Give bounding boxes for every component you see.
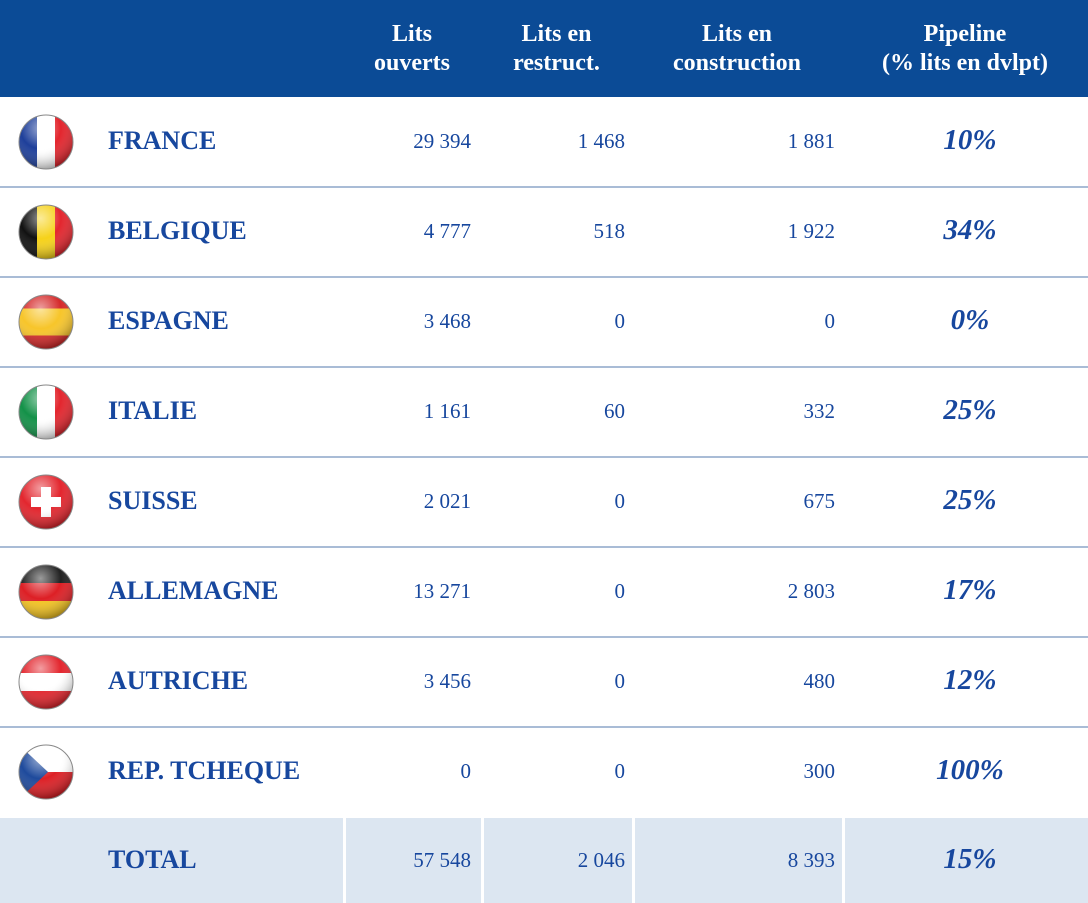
cell-value: 3 468 — [423, 309, 471, 333]
row-label: BELGIQUE — [108, 216, 247, 245]
cell-value: 518 — [593, 219, 626, 243]
row-separator — [0, 366, 1088, 368]
cell-value: 0 — [614, 579, 626, 603]
cell-value: 1 881 — [787, 129, 835, 153]
cell-value: 0 — [614, 309, 626, 333]
pipeline-value: 10% — [943, 124, 997, 156]
row-label: FRANCE — [108, 126, 217, 155]
header-line: Lits en — [701, 21, 772, 47]
row-separator — [0, 456, 1088, 458]
pipeline-value: 17% — [943, 574, 997, 606]
row-label: ALLEMAGNE — [108, 576, 279, 605]
cell-value: 8 393 — [787, 848, 835, 872]
row-separator — [0, 636, 1088, 638]
row-label: TOTAL — [108, 845, 197, 874]
header-line: construction — [673, 50, 801, 76]
total-cell — [845, 818, 1088, 903]
row-label: REP. TCHEQUE — [108, 756, 301, 785]
header-line: (% lits en dvlpt) — [881, 50, 1048, 76]
row-separator — [0, 726, 1088, 728]
total-cell — [0, 818, 343, 903]
cell-value: 1 468 — [577, 129, 625, 153]
cell-value: 1 161 — [423, 399, 471, 423]
row-label: SUISSE — [108, 486, 198, 515]
cell-value: 0 — [824, 309, 836, 333]
row-label: ITALIE — [108, 396, 198, 425]
pipeline-value: 25% — [943, 484, 997, 516]
cell-value: 60 — [604, 399, 625, 423]
cell-value: 2 803 — [787, 579, 835, 603]
cell-value: 300 — [803, 759, 836, 783]
header-line: Lits en — [521, 21, 592, 47]
row-separator — [0, 186, 1088, 188]
flag — [18, 114, 74, 170]
pipeline-value: 0% — [950, 304, 990, 336]
row-separator — [0, 546, 1088, 548]
cell-value: 2 021 — [423, 489, 471, 513]
flag — [18, 384, 74, 440]
flag — [18, 654, 74, 710]
total-cell — [346, 818, 481, 903]
column-header: Lits en construction — [632, 20, 842, 78]
cell-value: 0 — [614, 669, 626, 693]
cell-value: 13 271 — [413, 579, 471, 603]
row-label: AUTRICHE — [108, 666, 249, 695]
header-bar — [0, 0, 1088, 97]
pipeline-value: 12% — [943, 664, 997, 696]
flag — [18, 294, 74, 350]
flag — [18, 204, 74, 260]
cell-value: 332 — [803, 399, 836, 423]
row-label: ESPAGNE — [108, 306, 229, 335]
cell-value: 675 — [803, 489, 836, 513]
cell-value: 0 — [460, 759, 472, 783]
cell-value: 480 — [803, 669, 836, 693]
pipeline-value: 25% — [943, 394, 997, 426]
header-line: restruct. — [513, 50, 600, 76]
total-cell — [484, 818, 632, 903]
total-cell — [635, 818, 842, 903]
flag — [18, 744, 74, 800]
flag — [18, 564, 74, 620]
cell-value: 29 394 — [413, 129, 471, 153]
flag — [18, 474, 74, 530]
column-header: Pipeline (% lits en dvlpt) — [842, 20, 1088, 78]
cell-value: 2 046 — [577, 848, 625, 872]
cell-value: 1 922 — [787, 219, 835, 243]
pipeline-value: 100% — [936, 754, 1004, 786]
header-line: Pipeline — [923, 21, 1007, 47]
cell-value: 57 548 — [413, 848, 471, 872]
header-line: ouverts — [374, 50, 450, 76]
pipeline-value: 34% — [943, 214, 997, 246]
cell-value: 4 777 — [423, 219, 471, 243]
pipeline-value: 15% — [943, 843, 997, 875]
column-header: Lits ouverts — [343, 20, 481, 78]
header-line: Lits — [391, 21, 432, 47]
column-header: Lits en restruct. — [481, 20, 632, 78]
cell-value: 0 — [614, 759, 626, 783]
cell-value: 0 — [614, 489, 626, 513]
row-separator — [0, 276, 1088, 278]
cell-value: 3 456 — [423, 669, 471, 693]
